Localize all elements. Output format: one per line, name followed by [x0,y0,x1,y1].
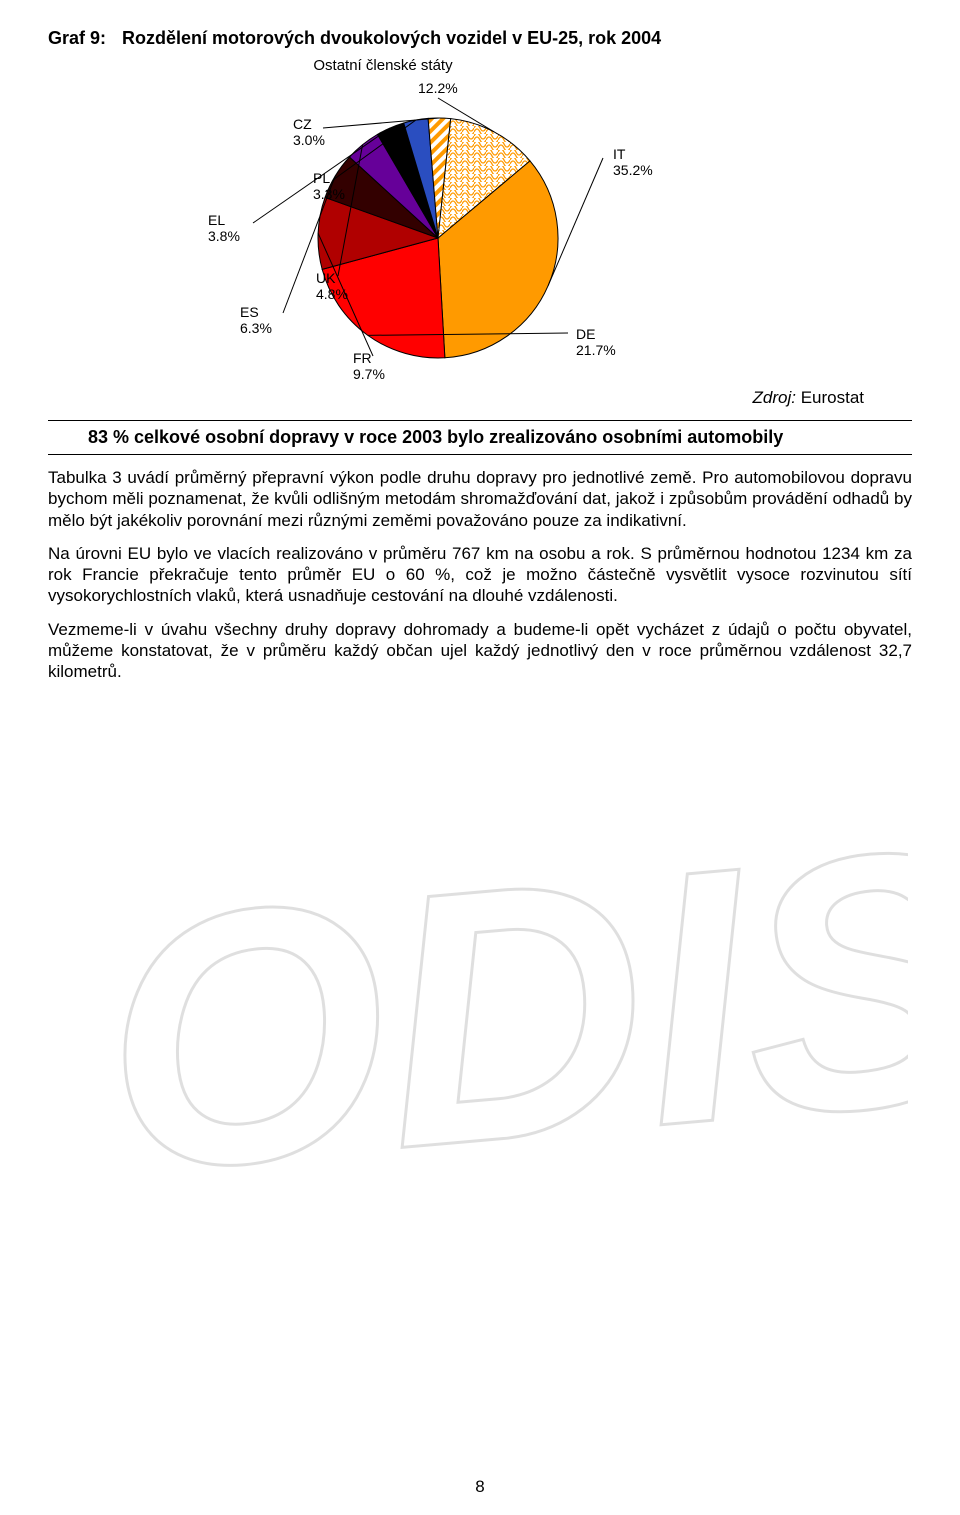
separator-top [48,420,912,421]
paragraph-3: Vezmeme-li v úvahu všechny druhy dopravy… [48,619,912,683]
pie-label-cz: CZ3.0% [293,116,325,148]
svg-text:ODIS: ODIS [89,772,908,1249]
pie-label-es: ES6.3% [240,304,272,336]
pie-chart: IT35.2%DE21.7%FR9.7%ES6.3%UK4.8%EL3.8%PL… [198,78,678,378]
pie-label-de: DE21.7% [576,326,616,358]
pie-label-pl: PL3.3% [313,170,345,202]
chart-title: Rozdělení motorových dvoukolových vozide… [122,28,661,49]
pie-label-fr: FR9.7% [353,350,385,382]
page-number: 8 [0,1477,960,1497]
pie-label-it: IT35.2% [613,146,653,178]
chart-heading: Graf 9: Rozdělení motorových dvoukolovýc… [48,28,912,49]
paragraph-1: Tabulka 3 uvádí průměrný přepravní výkon… [48,467,912,531]
source-value: Eurostat [801,388,864,407]
section-subtitle: 83 % celkové osobní dopravy v roce 2003 … [88,427,912,448]
chart-number: Graf 9: [48,28,106,49]
chart-source: Zdroj: Eurostat [48,388,864,408]
chart-top-caption: Ostatní členské státy [168,57,598,74]
pie-label-ostatní-členské-státy: 12.2% [418,80,458,96]
pie-label-uk: UK4.8% [316,270,348,302]
paragraph-2: Na úrovni EU bylo ve vlacích realizováno… [48,543,912,607]
separator-bottom [48,454,912,455]
pie-label-el: EL3.8% [208,212,240,244]
source-prefix: Zdroj [753,388,792,407]
